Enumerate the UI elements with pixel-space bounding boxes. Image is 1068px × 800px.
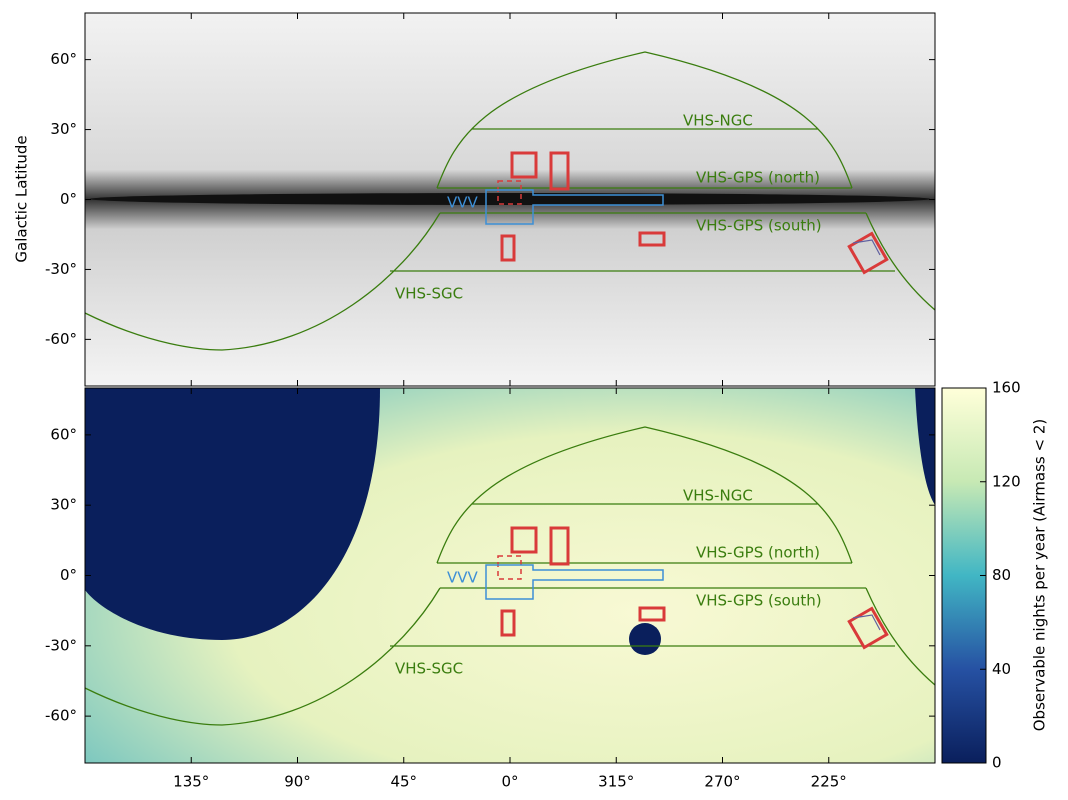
colorbar-tick-label: 0 bbox=[992, 754, 1002, 772]
colorbar-label: Observable nights per year (Airmass < 2) bbox=[1031, 419, 1049, 732]
region-label: VVV bbox=[447, 569, 479, 587]
x-tick-label: 135° bbox=[173, 773, 209, 791]
y-tick-label: -60° bbox=[45, 707, 77, 725]
dust-map bbox=[83, 13, 937, 386]
region-label: VVV bbox=[447, 194, 479, 212]
colorbar-tick-label: 80 bbox=[992, 566, 1011, 584]
y-tick-label: -60° bbox=[45, 330, 77, 348]
y-tick-label: 30° bbox=[50, 120, 77, 138]
y-tick-label: 60° bbox=[50, 50, 77, 68]
region-label: VHS-SGC bbox=[395, 660, 463, 678]
y-tick-label: -30° bbox=[45, 636, 77, 654]
x-tick-label: 270° bbox=[704, 773, 740, 791]
region-label: VHS-GPS (north) bbox=[696, 169, 820, 187]
x-tick-label: 0° bbox=[501, 773, 518, 791]
colorbar-tick-label: 40 bbox=[992, 660, 1011, 678]
x-tick-label: 45° bbox=[390, 773, 417, 791]
region-label: VHS-GPS (south) bbox=[696, 592, 822, 610]
x-tick-label: 90° bbox=[284, 773, 311, 791]
visibility-map bbox=[83, 388, 937, 763]
y-tick-label: -30° bbox=[45, 260, 77, 278]
region-label: VHS-SGC bbox=[395, 285, 463, 303]
region-label: VHS-GPS (north) bbox=[696, 544, 820, 562]
region-label: VHS-NGC bbox=[683, 487, 753, 505]
region-label: VHS-GPS (south) bbox=[696, 217, 822, 235]
colorbar-tick-label: 120 bbox=[992, 472, 1021, 490]
x-tick-label: 315° bbox=[598, 773, 634, 791]
y-tick-label: 30° bbox=[50, 496, 77, 514]
y-axis-label: Galactic Latitude bbox=[13, 135, 31, 262]
colorbar-tick-label: 160 bbox=[992, 379, 1021, 397]
y-tick-label: 0° bbox=[60, 566, 77, 584]
y-tick-label: 60° bbox=[50, 425, 77, 443]
x-tick-label: 225° bbox=[811, 773, 847, 791]
y-tick-label: 0° bbox=[60, 190, 77, 208]
region-label: VHS-NGC bbox=[683, 112, 753, 130]
colorbar bbox=[941, 387, 987, 764]
